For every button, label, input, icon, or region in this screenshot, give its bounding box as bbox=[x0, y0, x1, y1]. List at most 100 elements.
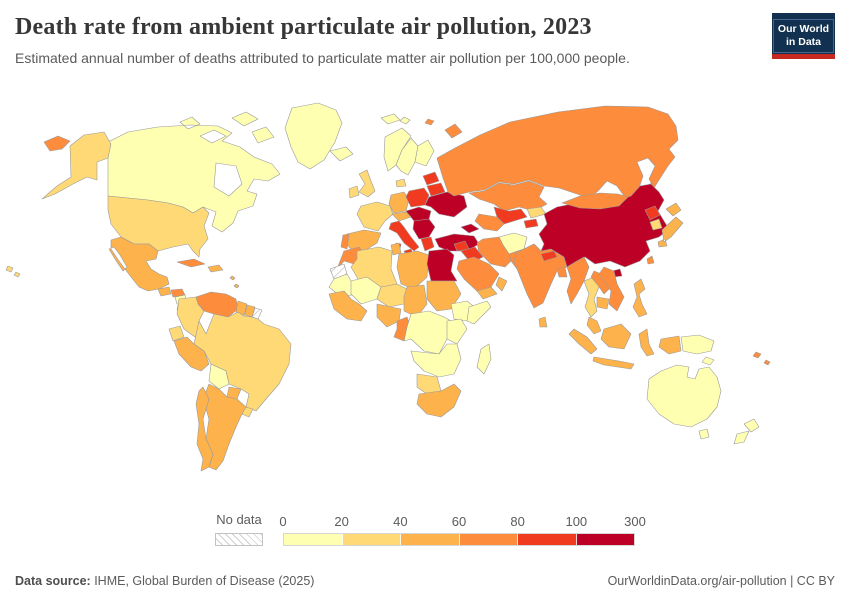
country-svalbard[interactable] bbox=[380, 113, 411, 125]
country-caucasus[interactable] bbox=[460, 223, 480, 234]
legend-bin-60-80[interactable] bbox=[459, 534, 518, 545]
country-iran[interactable] bbox=[476, 236, 512, 268]
country-brazil[interactable] bbox=[193, 311, 292, 412]
country-portugal[interactable] bbox=[340, 233, 350, 250]
country-greece[interactable] bbox=[420, 236, 435, 252]
country-central-europe[interactable] bbox=[405, 206, 432, 222]
country-libya[interactable] bbox=[396, 250, 430, 290]
country-philippines[interactable] bbox=[632, 278, 648, 318]
country-mexico[interactable] bbox=[108, 236, 170, 292]
legend-tick-0: 0 bbox=[279, 514, 287, 529]
country-denmark[interactable] bbox=[395, 178, 407, 188]
country-austria-switzerland[interactable] bbox=[391, 211, 412, 222]
country-balkans[interactable] bbox=[412, 218, 436, 240]
country-sri-lanka[interactable] bbox=[538, 316, 548, 328]
legend-tick-40: 40 bbox=[393, 514, 408, 529]
legend-tick-20: 20 bbox=[334, 514, 349, 529]
country-bangladesh[interactable] bbox=[556, 266, 568, 278]
country-east-africa[interactable] bbox=[446, 318, 468, 345]
country-niger[interactable] bbox=[376, 283, 408, 308]
legend-tick-60: 60 bbox=[451, 514, 467, 529]
chart-footer: Data source: IHME, Global Burden of Dise… bbox=[15, 574, 835, 588]
country-united-states[interactable] bbox=[5, 131, 210, 278]
footer-credit-link[interactable]: OurWorldinData.org/air-pollution | CC BY bbox=[607, 574, 835, 588]
chart-header: Death rate from ambient particulate air … bbox=[15, 14, 760, 66]
legend-bin-100-300[interactable] bbox=[576, 534, 634, 545]
country-kazakhstan[interactable] bbox=[468, 180, 548, 212]
map-legend: No data 0 20 40 60 80 100 300 bbox=[215, 512, 646, 546]
country-chile[interactable] bbox=[195, 386, 214, 472]
footer-source-label: Data source: bbox=[15, 574, 91, 588]
country-iceland[interactable] bbox=[329, 146, 354, 162]
country-malaysia[interactable] bbox=[586, 316, 602, 335]
country-tajikistan[interactable] bbox=[523, 218, 539, 229]
country-new-zealand[interactable] bbox=[733, 418, 760, 445]
country-west-africa[interactable] bbox=[328, 290, 368, 322]
country-cambodia[interactable] bbox=[596, 296, 610, 310]
country-caribbean[interactable] bbox=[229, 275, 240, 289]
legend-bin-80-100[interactable] bbox=[518, 534, 577, 545]
chart-subtitle: Estimated annual number of deaths attrib… bbox=[15, 50, 630, 66]
country-vietnam[interactable] bbox=[598, 266, 625, 312]
country-north-korea[interactable] bbox=[644, 205, 661, 221]
country-cuba[interactable] bbox=[176, 258, 206, 268]
country-mongolia[interactable] bbox=[561, 192, 629, 210]
country-france[interactable] bbox=[356, 201, 394, 232]
country-southern-africa[interactable] bbox=[410, 343, 462, 378]
legend-no-data-swatch[interactable] bbox=[215, 533, 263, 546]
country-myanmar[interactable] bbox=[566, 256, 590, 305]
country-argentina[interactable] bbox=[202, 383, 247, 471]
country-guatemala[interactable] bbox=[157, 286, 172, 297]
owid-logo-line1: Our World bbox=[777, 22, 830, 35]
owid-logo-line2: in Data bbox=[785, 36, 821, 48]
country-tunisia[interactable] bbox=[390, 242, 402, 256]
owid-logo[interactable]: Our World in Data bbox=[772, 13, 835, 59]
country-germany[interactable] bbox=[388, 191, 410, 214]
country-belarus[interactable] bbox=[426, 182, 446, 197]
country-united-kingdom[interactable] bbox=[358, 169, 376, 198]
country-indonesia[interactable] bbox=[568, 323, 682, 370]
legend-no-data-label: No data bbox=[216, 512, 262, 527]
country-oman[interactable] bbox=[495, 276, 508, 292]
country-egypt[interactable] bbox=[426, 248, 458, 282]
country-south-korea[interactable] bbox=[649, 218, 663, 231]
country-finland[interactable] bbox=[414, 139, 435, 167]
country-somalia[interactable] bbox=[466, 300, 492, 325]
legend-tick-80: 80 bbox=[510, 514, 525, 529]
country-baltics[interactable] bbox=[422, 171, 440, 186]
country-greenland[interactable] bbox=[284, 102, 343, 170]
legend-tick-300: 300 bbox=[624, 514, 646, 529]
country-hispaniola[interactable] bbox=[207, 264, 224, 273]
country-turkmenistan[interactable] bbox=[474, 213, 505, 232]
country-south-africa[interactable] bbox=[416, 383, 462, 418]
country-ireland[interactable] bbox=[348, 185, 360, 199]
owid-logo-red-bar bbox=[772, 54, 835, 59]
legend-tick-100: 100 bbox=[565, 514, 588, 529]
country-pacific-islands[interactable] bbox=[752, 351, 771, 366]
page-title: Death rate from ambient particulate air … bbox=[15, 14, 592, 40]
legend-tick-labels: 0 20 40 60 80 100 300 bbox=[279, 514, 645, 533]
country-japan[interactable] bbox=[657, 202, 684, 248]
legend-bin-0-20[interactable] bbox=[284, 534, 343, 545]
country-yemen[interactable] bbox=[476, 286, 498, 300]
country-papua-new-guinea[interactable] bbox=[680, 334, 715, 366]
legend-bin-40-60[interactable] bbox=[401, 534, 460, 545]
country-kyrgyzstan[interactable] bbox=[526, 206, 547, 219]
country-madagascar[interactable] bbox=[476, 343, 492, 375]
country-india[interactable] bbox=[513, 243, 568, 309]
country-namibia-botswana[interactable] bbox=[416, 373, 442, 395]
country-nepal[interactable] bbox=[540, 250, 558, 262]
country-sweden[interactable] bbox=[395, 137, 419, 176]
country-bolivia[interactable] bbox=[208, 363, 230, 390]
country-peru[interactable] bbox=[173, 336, 210, 372]
country-australia[interactable] bbox=[646, 364, 722, 440]
country-taiwan[interactable] bbox=[646, 255, 655, 265]
country-canada[interactable] bbox=[107, 111, 281, 233]
legend-colorbar-wrap: 0 20 40 60 80 100 300 bbox=[279, 514, 646, 546]
country-ecuador[interactable] bbox=[168, 325, 185, 342]
legend-colorbar bbox=[283, 533, 635, 546]
legend-bin-20-40[interactable] bbox=[342, 534, 401, 545]
legend-no-data: No data bbox=[215, 512, 263, 546]
